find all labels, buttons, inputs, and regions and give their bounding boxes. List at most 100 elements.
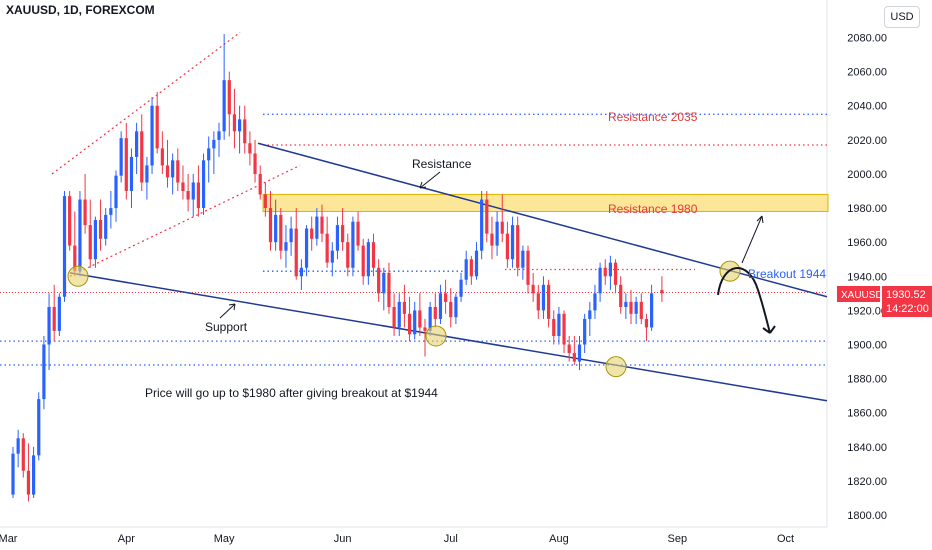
candle[interactable]: [346, 233, 350, 277]
candle[interactable]: [124, 122, 128, 200]
candle[interactable]: [371, 233, 376, 277]
candle[interactable]: [26, 443, 31, 502]
candle[interactable]: [392, 293, 396, 336]
candle[interactable]: [129, 148, 134, 209]
candle[interactable]: [495, 211, 499, 256]
candle[interactable]: [191, 173, 195, 217]
candle[interactable]: [634, 296, 638, 325]
candle[interactable]: [377, 259, 381, 302]
candle[interactable]: [619, 276, 623, 314]
candle[interactable]: [644, 313, 649, 342]
candle[interactable]: [583, 313, 587, 354]
candle[interactable]: [418, 293, 422, 336]
candle[interactable]: [547, 279, 551, 328]
candle[interactable]: [464, 250, 468, 285]
candle[interactable]: [510, 216, 515, 268]
candle[interactable]: [454, 293, 458, 325]
candle[interactable]: [73, 211, 77, 277]
candle[interactable]: [444, 279, 448, 314]
candle[interactable]: [341, 208, 345, 251]
candle[interactable]: [11, 446, 15, 499]
candle[interactable]: [289, 216, 293, 256]
candle[interactable]: [407, 296, 412, 342]
candle[interactable]: [253, 139, 257, 183]
candle[interactable]: [588, 301, 592, 336]
candle[interactable]: [21, 433, 25, 478]
candle[interactable]: [93, 216, 97, 268]
candle[interactable]: [150, 97, 154, 174]
candle[interactable]: [650, 284, 654, 331]
candle[interactable]: [119, 131, 123, 183]
candle[interactable]: [217, 122, 221, 157]
candle[interactable]: [577, 335, 582, 371]
candle[interactable]: [165, 139, 170, 188]
candle[interactable]: [294, 208, 298, 280]
candle[interactable]: [114, 170, 118, 222]
candle[interactable]: [232, 88, 237, 149]
candle[interactable]: [552, 310, 556, 345]
candle[interactable]: [47, 293, 51, 371]
candle[interactable]: [438, 284, 443, 325]
candle[interactable]: [155, 92, 159, 154]
candle[interactable]: [572, 335, 576, 365]
candle[interactable]: [248, 131, 252, 166]
candle[interactable]: [98, 199, 103, 251]
candle[interactable]: [279, 208, 283, 260]
candle[interactable]: [531, 272, 535, 302]
candle[interactable]: [315, 208, 319, 246]
candle[interactable]: [135, 122, 139, 174]
candle[interactable]: [557, 306, 561, 345]
candle[interactable]: [366, 238, 370, 285]
candle[interactable]: [78, 191, 82, 277]
candle[interactable]: [196, 165, 200, 217]
candle[interactable]: [212, 131, 216, 174]
candle[interactable]: [109, 191, 113, 229]
candle[interactable]: [598, 262, 602, 302]
candle[interactable]: [258, 165, 262, 200]
candle[interactable]: [382, 267, 386, 311]
candle[interactable]: [505, 221, 509, 268]
candle[interactable]: [243, 105, 247, 154]
candle[interactable]: [263, 182, 267, 217]
candle[interactable]: [335, 216, 340, 260]
candle[interactable]: [660, 276, 664, 302]
candle[interactable]: [104, 208, 108, 246]
candle[interactable]: [351, 216, 355, 277]
candle[interactable]: [613, 259, 618, 294]
candle[interactable]: [433, 293, 437, 328]
candle[interactable]: [181, 165, 185, 200]
candle[interactable]: [490, 216, 494, 260]
candle[interactable]: [485, 191, 489, 243]
candle[interactable]: [397, 293, 401, 336]
candle[interactable]: [62, 191, 67, 302]
candle[interactable]: [521, 245, 525, 280]
candle[interactable]: [593, 284, 597, 319]
price-axis[interactable]: 1800.00 1820.00 1840.00 1860.00 1880.00 1900.…: [847, 33, 887, 523]
candle[interactable]: [449, 288, 453, 328]
candle[interactable]: [32, 446, 36, 499]
candle[interactable]: [423, 318, 427, 357]
candle[interactable]: [304, 225, 309, 277]
candle[interactable]: [320, 204, 324, 243]
candle[interactable]: [639, 293, 643, 325]
candle[interactable]: [480, 191, 484, 260]
candle[interactable]: [299, 259, 303, 290]
candle[interactable]: [37, 392, 41, 461]
time-axis[interactable]: Mar Apr May Jun Jul Aug Sep Oct: [0, 533, 794, 545]
candle[interactable]: [284, 225, 288, 268]
candle[interactable]: [402, 284, 406, 328]
candle[interactable]: [57, 293, 61, 336]
candle[interactable]: [562, 310, 566, 354]
candle[interactable]: [387, 262, 391, 314]
candle[interactable]: [68, 191, 72, 251]
candle[interactable]: [140, 114, 144, 192]
candle[interactable]: [222, 34, 226, 140]
candle[interactable]: [356, 211, 360, 251]
candle[interactable]: [526, 245, 530, 294]
candle[interactable]: [500, 194, 504, 243]
candle[interactable]: [227, 71, 231, 137]
candle[interactable]: [42, 335, 46, 410]
candle[interactable]: [52, 284, 56, 342]
candle[interactable]: [238, 105, 242, 154]
